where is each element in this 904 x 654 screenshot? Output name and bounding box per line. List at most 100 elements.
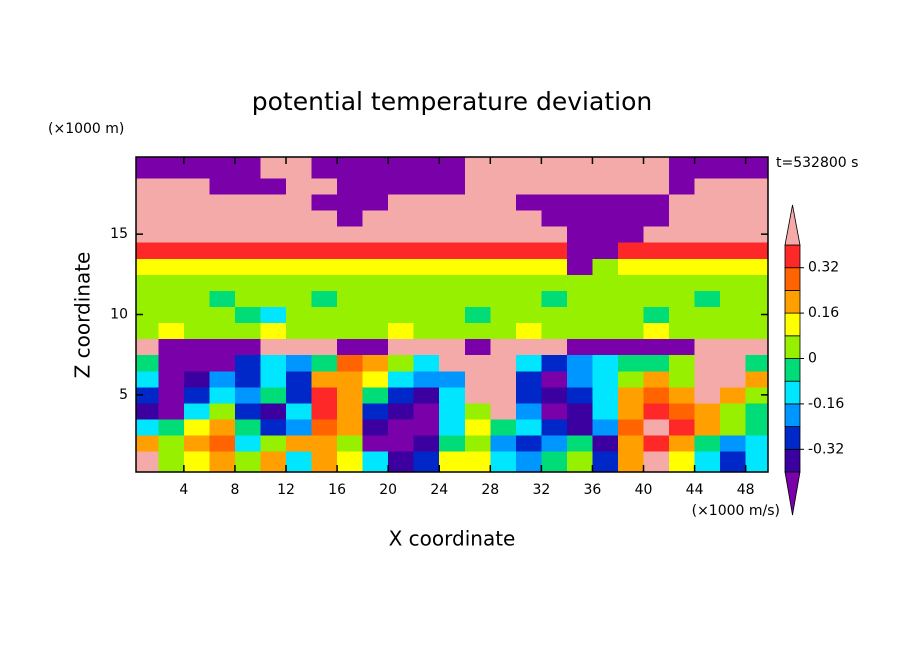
field-cell — [388, 290, 415, 307]
field-cell — [209, 402, 236, 420]
field-cell — [413, 157, 440, 179]
x-tick-label: 36 — [584, 482, 602, 498]
field-cell — [286, 258, 313, 275]
field-cell — [311, 370, 338, 388]
field-cell — [209, 157, 236, 179]
field-cell — [490, 306, 517, 324]
field-cell — [720, 370, 747, 388]
field-cell — [413, 210, 440, 227]
field-cell — [362, 402, 389, 420]
field-cell — [669, 370, 696, 388]
field-cell — [694, 306, 721, 324]
field-cell — [515, 451, 542, 473]
field-cell — [388, 386, 415, 404]
field-cell — [388, 193, 415, 211]
field-cell — [515, 226, 542, 243]
field-cell — [694, 418, 721, 436]
field-cell — [566, 193, 593, 211]
field-cell — [158, 435, 185, 452]
x-tick-label: 32 — [532, 482, 550, 498]
field-cell — [260, 451, 287, 473]
field-cell — [617, 177, 645, 195]
field-cell — [260, 242, 287, 259]
field-cell — [311, 306, 338, 324]
field-cell — [136, 338, 159, 356]
field-cell — [136, 157, 159, 179]
field-cell — [388, 226, 415, 243]
field-cell — [720, 354, 747, 372]
field-cell — [413, 435, 440, 452]
field-cell — [592, 354, 619, 372]
field-cell — [515, 322, 542, 340]
field-cell — [720, 386, 747, 404]
field-cell — [260, 157, 287, 179]
field-cell — [439, 338, 466, 356]
field-cell — [260, 258, 287, 275]
field-cell — [439, 370, 466, 388]
field-cell — [464, 386, 491, 404]
field-cell — [439, 193, 466, 211]
field-cell — [515, 354, 542, 372]
field-cell — [745, 193, 769, 211]
field-cell — [541, 157, 568, 179]
colorbar-high — [784, 204, 801, 246]
field-cell — [464, 306, 491, 324]
field-cell — [183, 306, 210, 324]
field-cell — [183, 226, 210, 243]
field-cell — [643, 226, 670, 243]
field-cell — [311, 386, 338, 404]
field-cell — [209, 338, 236, 356]
field-cell — [260, 306, 287, 324]
field-cell — [541, 386, 568, 404]
field-cell — [720, 193, 747, 211]
field-cell — [669, 210, 696, 227]
field-cell — [541, 258, 568, 275]
field-cell — [209, 210, 236, 227]
field-cell — [286, 322, 313, 340]
x-axis-label: X coordinate — [389, 527, 516, 551]
field-cell — [720, 418, 747, 436]
field-cell — [286, 274, 313, 291]
field-cell — [362, 274, 389, 291]
field-cell — [745, 157, 769, 179]
field-cell — [362, 354, 389, 372]
field-cell — [592, 386, 619, 404]
field-cell — [260, 402, 287, 420]
field-cell — [669, 418, 696, 436]
field-cell — [260, 193, 287, 211]
field-cell — [592, 402, 619, 420]
field-cell — [362, 258, 389, 275]
field-cell — [617, 418, 645, 436]
field-cell — [669, 226, 696, 243]
field-cell — [311, 290, 338, 307]
field-cell — [311, 226, 338, 243]
colorbar-label: 0.16 — [808, 305, 839, 321]
field-cell — [745, 370, 769, 388]
field-cell — [234, 290, 261, 307]
colorbar-box — [784, 448, 801, 473]
field-cell — [592, 226, 619, 243]
field-cell — [260, 354, 287, 372]
x-tick-label: 48 — [737, 482, 755, 498]
field-cell — [643, 386, 670, 404]
field-cell — [439, 386, 466, 404]
field-cell — [694, 435, 721, 452]
field-cell — [234, 338, 261, 356]
field-cell — [515, 157, 542, 179]
colorbar-box — [784, 335, 801, 359]
field-cell — [362, 226, 389, 243]
field-cell — [745, 354, 769, 372]
field-cell — [136, 370, 159, 388]
field-cell — [311, 258, 338, 275]
field-cell — [337, 370, 364, 388]
field-cell — [515, 290, 542, 307]
field-cell — [490, 451, 517, 473]
field-cell — [158, 451, 185, 473]
field-cell — [234, 242, 261, 259]
field-cell — [515, 274, 542, 291]
colorbar-box — [784, 380, 801, 405]
field-cell — [362, 451, 389, 473]
field-cell — [592, 157, 619, 179]
field-cell — [515, 386, 542, 404]
field-cell — [158, 274, 185, 291]
